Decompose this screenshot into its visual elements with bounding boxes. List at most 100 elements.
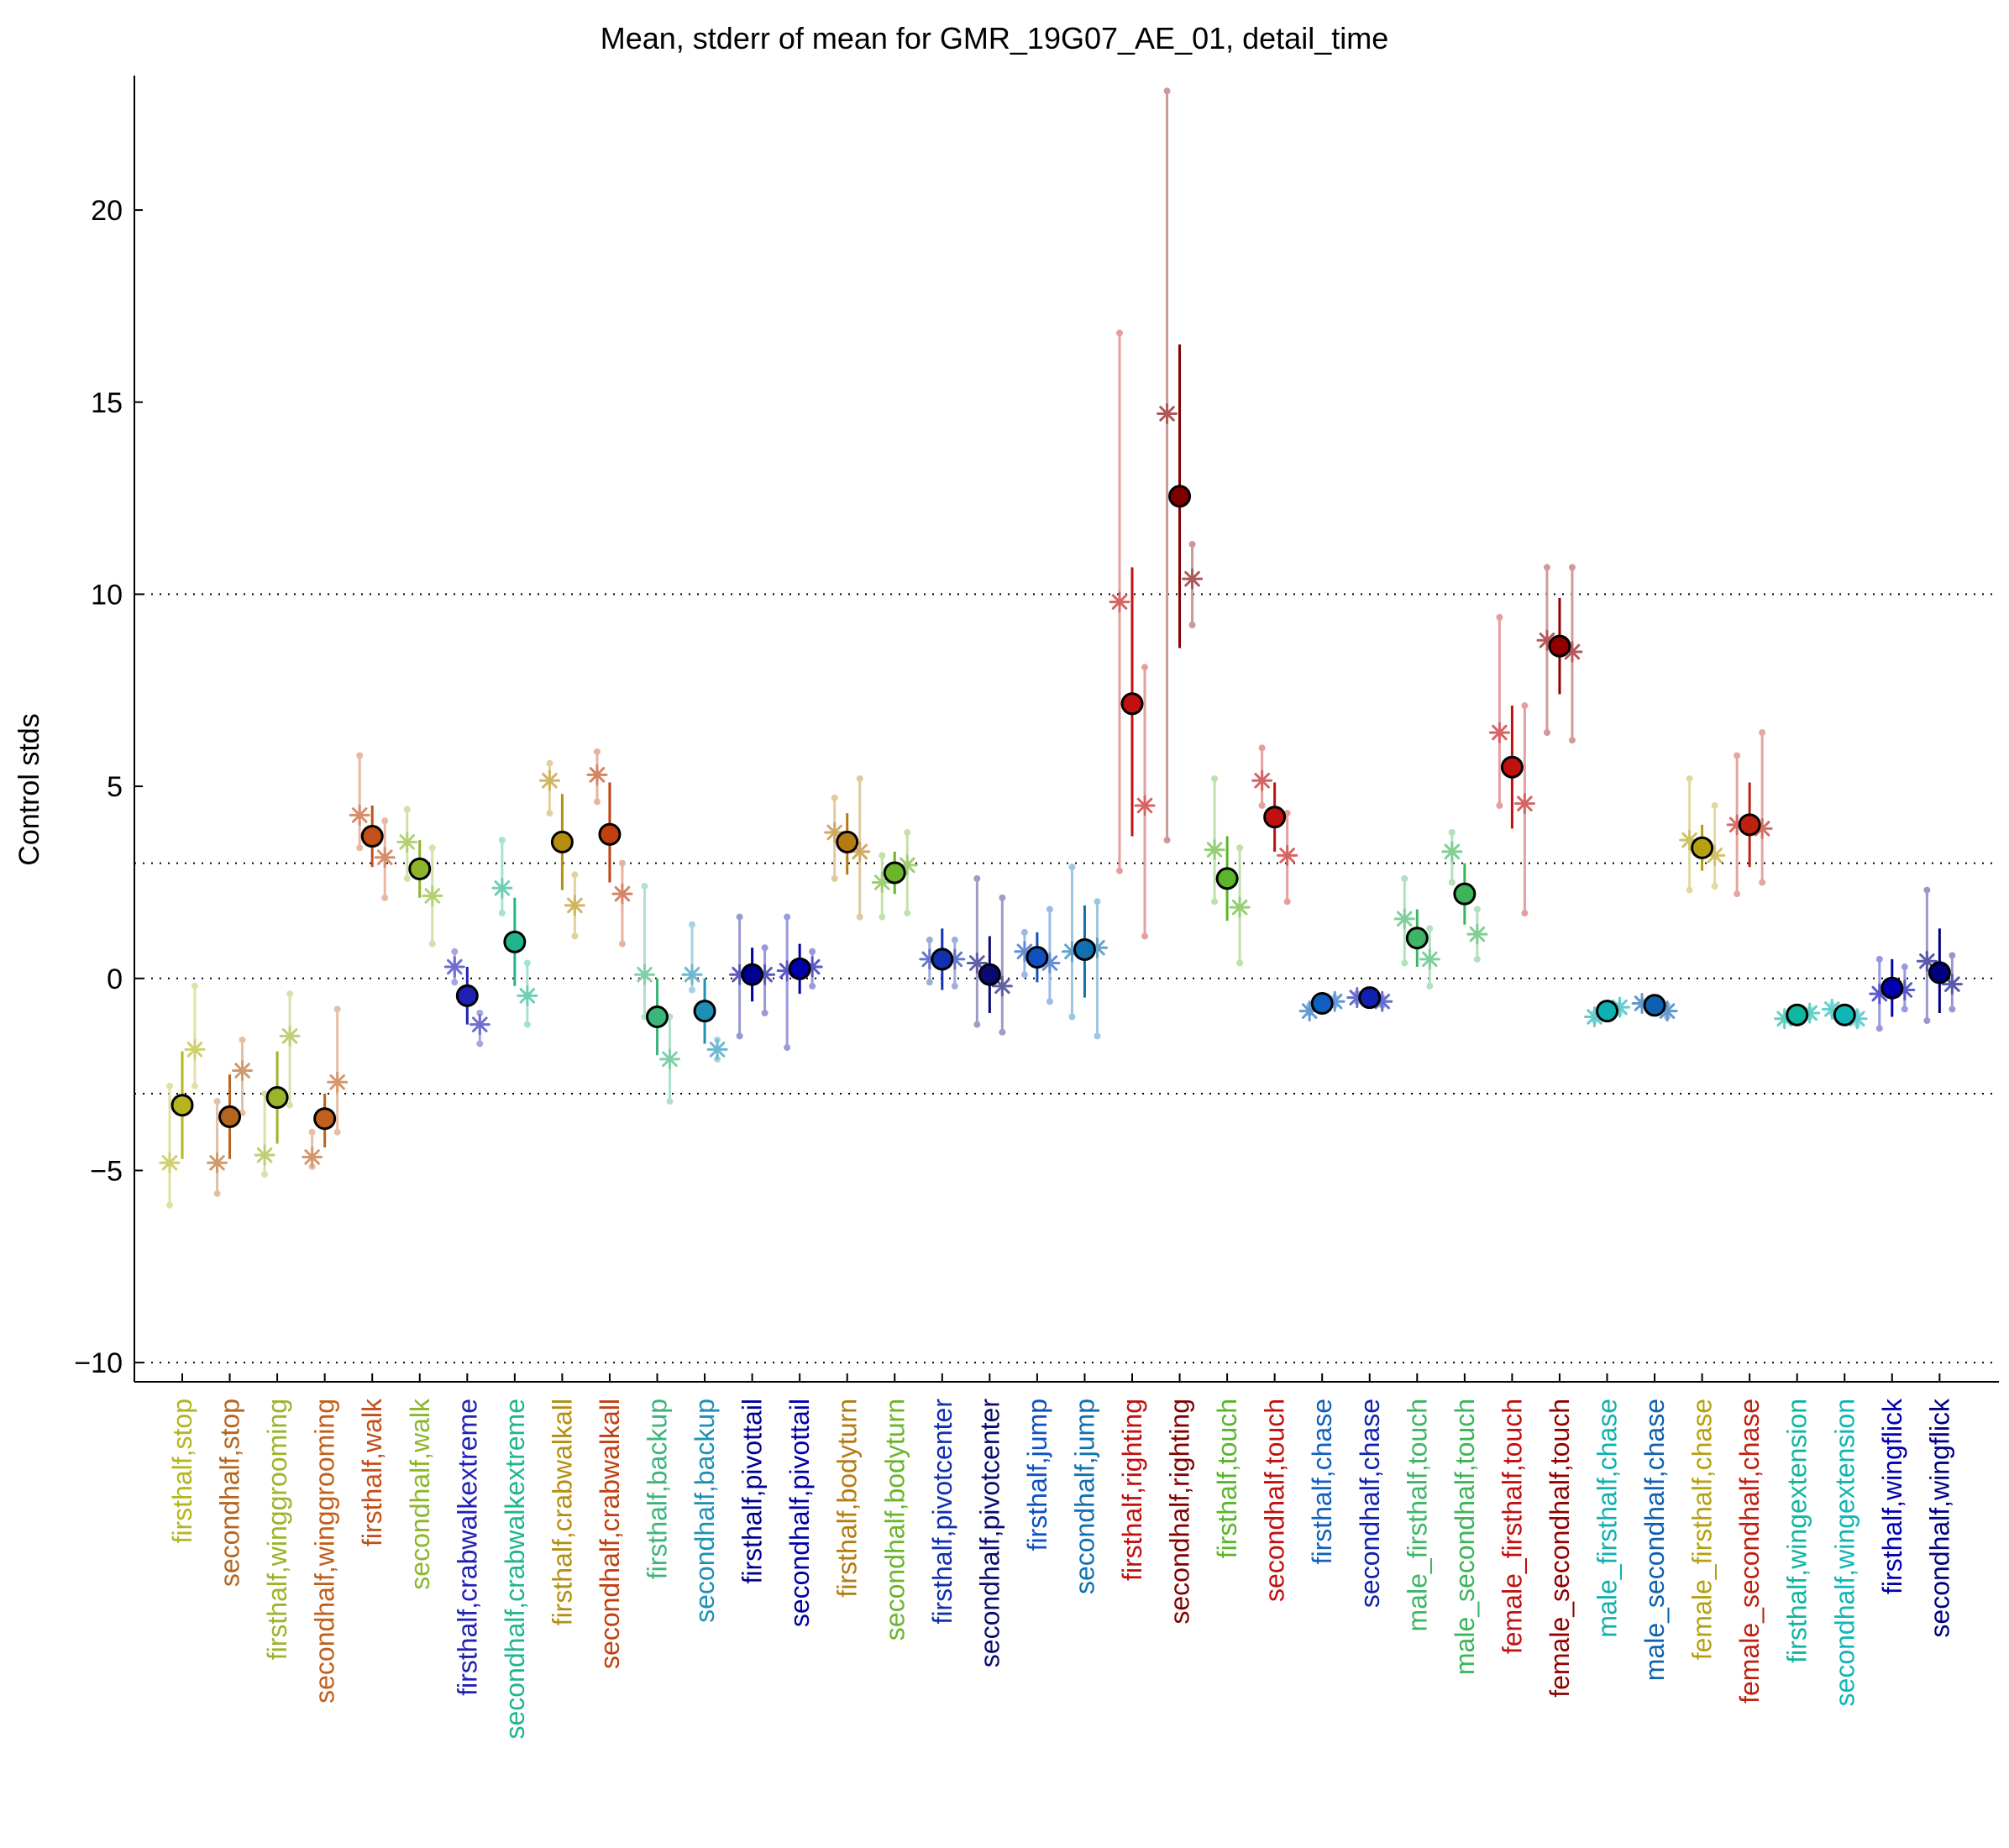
x-tick-label: secondhalf,pivotcenter bbox=[974, 1399, 1004, 1668]
point-mean bbox=[1405, 927, 1429, 950]
error-cap bbox=[498, 910, 506, 917]
error-cap bbox=[1923, 1017, 1931, 1025]
error-cap bbox=[904, 828, 911, 836]
point-star bbox=[1419, 948, 1440, 970]
y-tick-label: 20 bbox=[91, 195, 123, 227]
x-tick-label: male_secondhalf,touch bbox=[1450, 1399, 1480, 1675]
error-cap bbox=[476, 1040, 484, 1047]
point-mean bbox=[646, 1005, 669, 1029]
y-tick-label: −10 bbox=[74, 1347, 123, 1379]
point-star bbox=[184, 1038, 206, 1060]
y-tick-label: 0 bbox=[107, 963, 123, 995]
point-mean bbox=[1263, 806, 1287, 829]
x-tick-label: male_firsthalf,chase bbox=[1592, 1399, 1623, 1638]
error-cap bbox=[666, 1098, 674, 1105]
error-cap bbox=[904, 910, 911, 917]
x-tick-label: male_firsthalf,touch bbox=[1402, 1399, 1432, 1631]
point-mean bbox=[360, 825, 384, 848]
point-star bbox=[849, 841, 871, 863]
error-cap bbox=[1046, 906, 1053, 913]
error-cap bbox=[1020, 928, 1028, 936]
point-mean bbox=[170, 1094, 194, 1117]
error-cap bbox=[1711, 801, 1718, 809]
error-cap bbox=[809, 948, 816, 955]
error-cap bbox=[523, 959, 531, 967]
error-cap bbox=[1901, 963, 1908, 971]
error-cap bbox=[1426, 982, 1434, 990]
x-tick-label: female_secondhalf,chase bbox=[1734, 1399, 1765, 1704]
error-cap bbox=[1496, 613, 1503, 621]
error-cap bbox=[261, 1171, 269, 1179]
x-tick-label: firsthalf,righting bbox=[1117, 1399, 1147, 1581]
point-mean bbox=[1548, 634, 1571, 658]
point-star bbox=[279, 1025, 301, 1047]
point-mean bbox=[836, 830, 859, 853]
x-tick-label: secondhalf,pivottail bbox=[784, 1399, 815, 1627]
error-cap bbox=[1473, 906, 1481, 913]
error-cap bbox=[1759, 879, 1766, 886]
error-cap bbox=[1686, 886, 1693, 894]
point-mean bbox=[978, 963, 1001, 986]
point-mean bbox=[1643, 994, 1666, 1017]
error-cap bbox=[1949, 952, 1956, 959]
point-star bbox=[538, 769, 560, 791]
error-cap bbox=[1258, 744, 1266, 752]
error-cap bbox=[1236, 959, 1244, 967]
point-mean bbox=[1928, 961, 1951, 984]
point-mean bbox=[1738, 813, 1761, 837]
x-tick-label: female_firsthalf,chase bbox=[1687, 1399, 1718, 1660]
x-tick-label: male_secondhalf,chase bbox=[1639, 1399, 1670, 1681]
x-tick-label: secondhalf,righting bbox=[1165, 1399, 1195, 1625]
error-cap bbox=[879, 852, 886, 859]
point-star bbox=[1251, 769, 1273, 791]
error-cap bbox=[1068, 864, 1076, 871]
error-cap bbox=[1401, 959, 1408, 967]
point-mean bbox=[1880, 976, 1904, 1000]
point-mean bbox=[503, 930, 527, 953]
error-cap bbox=[1734, 752, 1741, 759]
point-star bbox=[207, 1152, 228, 1173]
point-mean bbox=[1168, 485, 1192, 508]
error-cap bbox=[1141, 664, 1148, 671]
point-star bbox=[1513, 793, 1535, 815]
error-cap bbox=[1236, 844, 1244, 852]
error-cap bbox=[213, 1098, 221, 1105]
x-tick-label: female_secondhalf,touch bbox=[1545, 1399, 1575, 1698]
x-tick-label: firsthalf,pivotcenter bbox=[927, 1399, 957, 1625]
error-cap bbox=[1163, 837, 1171, 844]
error-cap bbox=[333, 1005, 341, 1013]
error-cap bbox=[1211, 898, 1219, 906]
error-cap bbox=[1448, 879, 1456, 886]
error-cap bbox=[831, 794, 838, 801]
point-mean bbox=[455, 984, 479, 1007]
point-mean bbox=[788, 957, 811, 980]
error-cap bbox=[761, 944, 768, 952]
point-star bbox=[586, 764, 608, 785]
point-star bbox=[1488, 722, 1510, 743]
point-star bbox=[1393, 908, 1415, 930]
error-cap bbox=[1473, 955, 1481, 963]
error-cap bbox=[428, 844, 436, 852]
error-cap bbox=[571, 871, 579, 879]
x-tick-label: firsthalf,bodyturn bbox=[832, 1399, 863, 1598]
error-cap bbox=[428, 940, 436, 948]
x-tick-label: secondhalf,crabwalkextreme bbox=[500, 1399, 530, 1740]
error-cap bbox=[1141, 932, 1148, 940]
error-cap bbox=[1116, 867, 1123, 874]
error-cap bbox=[973, 1021, 981, 1028]
point-star bbox=[1229, 896, 1251, 918]
error-cap bbox=[1875, 1025, 1883, 1032]
error-cap bbox=[618, 940, 626, 948]
error-cap bbox=[1521, 910, 1529, 917]
point-star bbox=[327, 1071, 349, 1093]
error-cap bbox=[926, 979, 933, 986]
error-cap bbox=[999, 894, 1006, 901]
error-cap bbox=[689, 921, 696, 928]
point-mean bbox=[1025, 946, 1049, 969]
x-tick-label: secondhalf,bodyturn bbox=[879, 1399, 910, 1641]
error-cap bbox=[736, 1032, 743, 1040]
error-cap bbox=[308, 1128, 316, 1136]
error-cap bbox=[191, 982, 198, 990]
error-cap bbox=[381, 817, 389, 825]
point-star bbox=[634, 963, 655, 985]
